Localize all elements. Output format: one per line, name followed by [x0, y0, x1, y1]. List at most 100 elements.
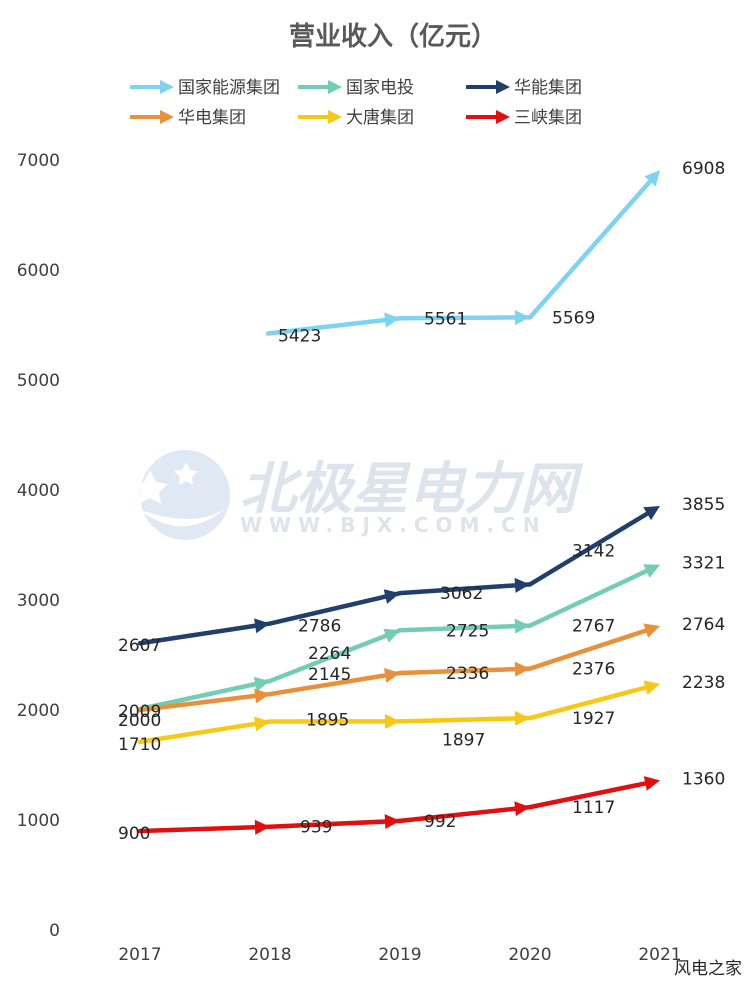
legend-item: 国家能源集团	[130, 78, 280, 98]
data-label: 2009	[118, 702, 161, 722]
x-tick-label: 2020	[508, 945, 551, 965]
series-line-segment	[137, 719, 273, 745]
series-line-segment	[267, 670, 403, 697]
series-4	[137, 680, 660, 745]
data-point-arrow	[384, 312, 400, 328]
series-line-segment	[267, 590, 403, 626]
data-label: 1927	[572, 709, 615, 729]
data-point-arrow	[383, 589, 400, 604]
series-line-segment	[397, 623, 533, 633]
y-tick-label: 3000	[17, 591, 60, 611]
series-group	[137, 170, 660, 835]
chart-title: 营业收入（亿元）	[289, 22, 497, 52]
x-axis: 2017 2018 2019 2020 2021	[118, 945, 681, 965]
legend-arrow-icon	[160, 80, 174, 94]
data-label: 900	[118, 824, 150, 844]
data-point-arrow	[254, 618, 270, 634]
data-label: 3855	[682, 495, 725, 515]
data-label: 5569	[552, 308, 595, 328]
series-3	[137, 623, 660, 713]
y-tick-label: 1000	[17, 811, 60, 831]
data-point-arrow	[514, 310, 530, 326]
data-label: 2238	[682, 673, 725, 693]
x-tick-label: 2018	[248, 945, 291, 965]
legend-item: 三峡集团	[466, 108, 582, 128]
series-line-segment	[137, 691, 273, 713]
series-line-segment	[137, 621, 273, 646]
data-label: 2725	[446, 621, 489, 641]
x-tick-label: 2017	[118, 945, 161, 965]
y-axis: 0 1000 2000 3000 4000 5000 6000 7000	[17, 151, 60, 941]
series-1	[137, 564, 660, 712]
y-tick-label: 5000	[17, 371, 60, 391]
series-line-segment	[397, 315, 533, 321]
data-point-arrow	[253, 676, 270, 692]
data-label: 2000	[118, 711, 161, 731]
series-line-segment	[137, 678, 273, 712]
data-point-arrow	[254, 716, 270, 732]
data-label: 992	[424, 812, 456, 832]
watermark-logo: 北极星电力网 WWW.BJX.COM.CN	[132, 450, 584, 540]
data-label: 1895	[306, 711, 349, 731]
legend-arrow-icon	[496, 80, 510, 94]
series-line-segment	[397, 666, 533, 676]
series-line-segment	[397, 715, 533, 724]
series-line-segment	[527, 175, 656, 320]
legend-label: 国家能源集团	[178, 78, 280, 98]
series-line-segment	[527, 566, 654, 628]
y-tick-label: 6000	[17, 261, 60, 281]
series-line-segment	[527, 684, 653, 721]
data-label: 2764	[682, 615, 725, 635]
data-point-arrow	[514, 661, 530, 677]
data-label: 2264	[308, 644, 351, 664]
data-point-arrow	[643, 776, 660, 791]
data-labels: 5423 5561 5569 6908 2009 2264 2725 2767 3321 2607…	[118, 159, 725, 844]
data-label: 3062	[440, 584, 483, 604]
watermark-url: WWW.BJX.COM.CN	[240, 513, 546, 537]
data-label: 1897	[442, 730, 485, 750]
data-point-arrow	[643, 505, 660, 521]
legend-item: 华电集团	[130, 108, 246, 128]
legend-label: 华能集团	[514, 78, 582, 98]
x-tick-label: 2019	[378, 945, 421, 965]
x-tick-label: 2021	[638, 945, 681, 965]
data-point-arrow	[384, 713, 400, 729]
legend-arrow-icon	[496, 110, 510, 124]
legend-item: 华能集团	[466, 78, 582, 98]
data-point-arrow	[383, 668, 400, 683]
series-line-segment	[267, 818, 403, 829]
data-label: 2145	[308, 665, 351, 685]
series-line-segment	[397, 582, 533, 596]
credit-text: 风电之家	[674, 959, 742, 979]
data-point-arrow	[644, 170, 660, 187]
data-point-arrow	[514, 710, 530, 726]
legend-item: 国家电投	[298, 78, 414, 98]
legend-label: 华电集团	[178, 108, 246, 128]
legend-label: 大唐集团	[346, 107, 414, 128]
series-line-segment	[527, 508, 654, 587]
data-label: 2767	[572, 617, 615, 637]
data-point-arrow	[514, 577, 530, 593]
series-line-segment	[527, 780, 653, 810]
legend-arrow-icon	[160, 110, 174, 124]
data-label: 2376	[572, 660, 615, 680]
data-label: 1360	[682, 769, 725, 789]
data-label: 2607	[118, 636, 161, 656]
data-label: 2786	[298, 617, 341, 637]
y-tick-label: 0	[49, 921, 60, 941]
data-label: 1710	[118, 735, 161, 755]
data-label: 939	[300, 818, 332, 838]
series-5	[137, 776, 660, 835]
y-tick-label: 2000	[17, 701, 60, 721]
data-point-arrow	[643, 680, 660, 695]
data-point-arrow	[383, 628, 400, 643]
data-point-arrow	[254, 688, 270, 704]
series-2	[137, 505, 660, 646]
data-label: 2336	[446, 664, 489, 684]
legend-arrow-icon	[328, 110, 342, 124]
data-label: 3142	[572, 541, 615, 561]
series-line-segment	[397, 804, 533, 824]
data-point-arrow	[643, 564, 660, 578]
series-0	[265, 170, 660, 336]
